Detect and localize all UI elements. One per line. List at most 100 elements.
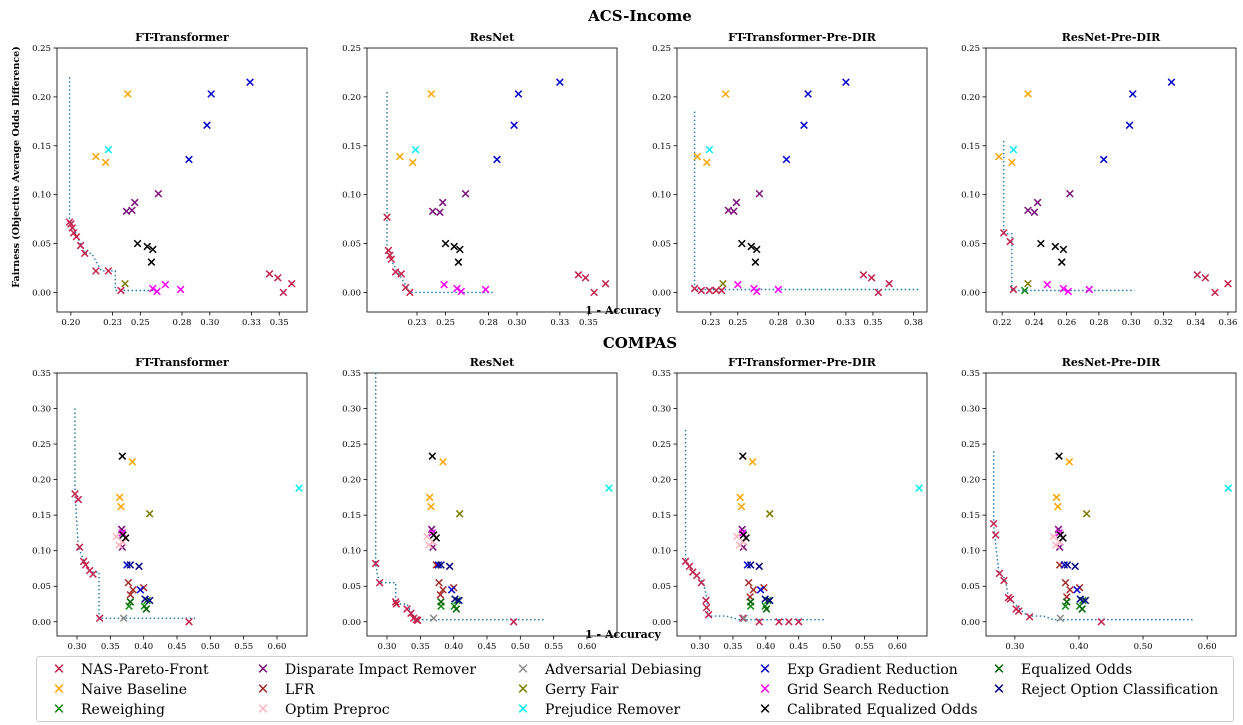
data-point bbox=[439, 458, 447, 466]
y-tick-label: 0.00 bbox=[961, 618, 980, 628]
legend-label: Calibrated Equalized Odds bbox=[787, 702, 978, 718]
data-point bbox=[118, 529, 127, 537]
data-point bbox=[690, 284, 699, 293]
data-point bbox=[149, 245, 157, 254]
data-point bbox=[755, 617, 764, 626]
y-tick-label: 0.00 bbox=[652, 618, 671, 628]
data-point bbox=[1081, 596, 1090, 605]
data-point bbox=[265, 270, 274, 278]
data-point bbox=[185, 617, 193, 626]
data-point bbox=[1009, 145, 1018, 154]
data-point bbox=[1059, 245, 1068, 254]
data-point bbox=[436, 208, 444, 217]
pareto-front-line bbox=[684, 429, 825, 621]
data-point bbox=[295, 484, 303, 492]
legend-item-adversarial-debiasing: ✕ Adversarial Debiasing bbox=[515, 660, 702, 678]
y-tick-label: 0.10 bbox=[32, 191, 51, 201]
x-tick-label: 0.60 bbox=[888, 642, 907, 652]
data-point bbox=[161, 280, 170, 289]
data-point bbox=[746, 561, 755, 569]
y-tick-label: 0.10 bbox=[961, 547, 980, 557]
x-tick-label: 0.20 bbox=[61, 318, 80, 328]
data-point bbox=[246, 78, 254, 87]
data-point bbox=[185, 155, 193, 164]
y-tick-label: 0.10 bbox=[32, 547, 51, 557]
axes-frame bbox=[366, 372, 618, 637]
x-tick-label: 0.30 bbox=[200, 318, 219, 328]
y-tick-label: 0.05 bbox=[32, 582, 51, 592]
data-point bbox=[785, 617, 793, 626]
data-point bbox=[207, 90, 215, 98]
data-point bbox=[104, 145, 113, 154]
data-point bbox=[129, 585, 137, 594]
y-tick-label: 0.15 bbox=[32, 142, 51, 152]
data-point bbox=[732, 198, 741, 207]
y-tick-label: 0.15 bbox=[961, 511, 980, 521]
y-tick-label: 0.20 bbox=[342, 93, 361, 103]
data-point bbox=[733, 532, 741, 541]
data-point bbox=[104, 267, 113, 275]
data-point bbox=[556, 78, 564, 87]
data-point bbox=[437, 561, 445, 569]
y-tick-label: 0.05 bbox=[342, 582, 361, 592]
data-point bbox=[428, 452, 437, 460]
y-tick-label: 0.25 bbox=[652, 44, 671, 54]
x-tick-label: 0.25 bbox=[131, 318, 150, 328]
x-tick-label: 0.30 bbox=[68, 642, 87, 652]
data-point bbox=[738, 239, 746, 248]
data-point bbox=[124, 578, 133, 587]
legend-item-naive-baseline: ✕ Naive Baseline bbox=[51, 680, 187, 698]
data-point bbox=[436, 590, 445, 599]
legend-item-disparate-impact-remover: ✕ Disparate Impact Remover bbox=[255, 660, 476, 678]
pareto-front-line bbox=[375, 373, 544, 621]
data-point bbox=[149, 284, 157, 293]
data-point bbox=[765, 509, 774, 518]
data-point bbox=[510, 121, 518, 130]
x-tick-label: 0.33 bbox=[550, 318, 569, 328]
legend-marker-icon: ✕ bbox=[516, 660, 530, 678]
x-tick-label: 0.28 bbox=[1089, 318, 1108, 328]
data-point bbox=[1078, 605, 1086, 613]
data-point bbox=[428, 207, 437, 216]
y-tick-label: 0.10 bbox=[961, 191, 980, 201]
data-point bbox=[509, 617, 518, 626]
data-point bbox=[92, 152, 100, 161]
data-point bbox=[1073, 585, 1081, 594]
y-tick-label: 0.15 bbox=[961, 142, 980, 152]
panel-title: FT-Transformer bbox=[135, 31, 229, 44]
legend-marker-icon: ✕ bbox=[758, 660, 772, 678]
legend-item-exp-gradient-reduction: ✕ Exp Gradient Reduction bbox=[757, 660, 958, 678]
x-tick-label: 0.25 bbox=[436, 318, 455, 328]
data-point bbox=[69, 228, 78, 237]
y-tick-label: 0.10 bbox=[342, 191, 361, 201]
data-point bbox=[1085, 285, 1094, 294]
x-tick-label: 0.40 bbox=[444, 642, 463, 652]
panel-title: ResNet bbox=[470, 31, 515, 44]
data-point bbox=[761, 595, 769, 603]
data-point bbox=[125, 602, 133, 610]
x-tick-label: 0.35 bbox=[723, 642, 742, 652]
data-point bbox=[427, 502, 435, 511]
data-point bbox=[762, 605, 771, 613]
data-point bbox=[737, 502, 746, 511]
data-point bbox=[391, 598, 400, 606]
data-point bbox=[456, 245, 464, 254]
x-tick-label: 0.28 bbox=[479, 318, 498, 328]
legend-marker-icon: ✕ bbox=[758, 680, 772, 698]
data-point bbox=[101, 158, 110, 167]
data-point bbox=[481, 285, 490, 294]
legend-marker-icon: ✕ bbox=[52, 660, 66, 678]
x-tick-label: 0.50 bbox=[511, 642, 530, 652]
data-point bbox=[590, 288, 598, 297]
y-tick-label: 0.05 bbox=[342, 240, 361, 250]
y-tick-label: 0.35 bbox=[32, 369, 51, 379]
legend-marker-icon: ✕ bbox=[992, 660, 1006, 678]
data-point bbox=[1099, 155, 1108, 164]
x-tick-label: 0.30 bbox=[378, 642, 397, 652]
x-tick-label: 0.30 bbox=[1122, 318, 1141, 328]
data-point bbox=[76, 241, 85, 250]
legend-label: Exp Gradient Reduction bbox=[787, 662, 958, 678]
y-tick-label: 0.20 bbox=[961, 476, 980, 486]
data-point bbox=[126, 561, 135, 569]
data-point bbox=[135, 562, 143, 571]
